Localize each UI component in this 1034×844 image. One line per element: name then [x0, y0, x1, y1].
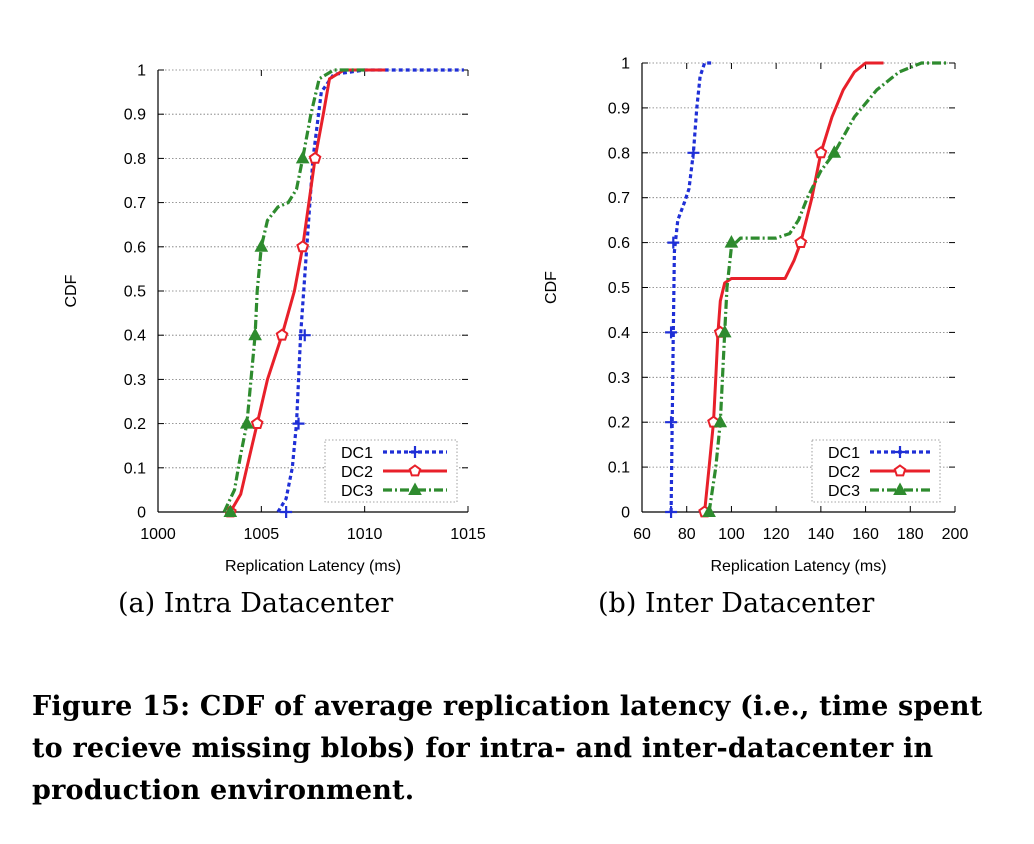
marker-dc3 [254, 239, 269, 252]
marker-dc1 [687, 146, 700, 159]
marker-dc3 [702, 504, 716, 517]
y-tick-label: 0.9 [124, 107, 146, 124]
x-tick-label: 1000 [140, 526, 176, 543]
legend-marker-dc1 [409, 446, 421, 458]
y-tick-label: 1 [137, 63, 146, 80]
marker-dc1 [665, 416, 678, 429]
marker-dc2 [296, 240, 310, 253]
y-tick-label: 0 [621, 505, 630, 522]
x-tick-label: 200 [942, 526, 969, 543]
y-tick-label: 0.3 [608, 370, 630, 387]
marker-dc1 [667, 236, 680, 249]
legend-label-dc1: DC1 [341, 445, 373, 462]
marker-dc3 [713, 414, 728, 428]
y-axis-label: CDF [63, 274, 80, 307]
figure-caption: Figure 15: CDF of average replication la… [32, 691, 983, 806]
y-axis-label: CDF [543, 271, 560, 304]
marker-dc3 [240, 416, 254, 429]
legend-label-dc3: DC3 [828, 483, 860, 500]
marker-dc2 [814, 146, 828, 159]
legend-marker-dc3 [893, 482, 907, 495]
y-tick-label: 1 [621, 56, 630, 73]
marker-dc2 [250, 416, 264, 429]
x-tick-label: 180 [897, 526, 924, 543]
subcaption-inter: (b) Inter Datacenter [598, 588, 875, 619]
x-tick-label: 80 [678, 526, 696, 543]
marker-dc1 [665, 326, 678, 339]
x-tick-label: 100 [718, 526, 745, 543]
legend-label-dc1: DC1 [828, 445, 860, 462]
y-tick-label: 0.4 [608, 325, 630, 342]
marker-dc3 [724, 235, 739, 248]
y-tick-label: 0.7 [608, 190, 630, 207]
x-tick-label: 60 [633, 526, 651, 543]
marker-dc1 [665, 506, 678, 518]
marker-dc3 [827, 145, 842, 158]
y-tick-label: 0.1 [608, 460, 630, 477]
legend: DC1 DC2 DC3 [811, 439, 941, 503]
marker-dc3 [295, 150, 310, 164]
legend-label-dc2: DC2 [341, 464, 373, 481]
y-tick-label: 0.2 [124, 416, 146, 433]
legend-marker-dc2 [408, 464, 422, 477]
legend-label-dc2: DC2 [828, 464, 860, 481]
y-tick-label: 0.5 [124, 284, 146, 301]
x-axis-label: Replication Latency (ms) [710, 558, 886, 575]
series-line-dc3 [707, 61, 947, 513]
y-tick-label: 0.4 [124, 328, 146, 345]
legend-label-dc3: DC3 [341, 483, 373, 500]
y-tick-label: 0.5 [608, 280, 630, 297]
x-tick-label: 1010 [347, 526, 383, 543]
legend-marker-dc2 [893, 464, 907, 477]
y-tick-label: 0.1 [124, 460, 146, 477]
subcaption-intra: (a) Intra Datacenter [118, 588, 394, 619]
y-tick-label: 0.6 [124, 239, 146, 256]
y-tick-label: 0.3 [124, 372, 146, 389]
x-axis-label: Replication Latency (ms) [225, 558, 401, 575]
legend-marker-dc1 [894, 446, 906, 458]
series-line-dc3 [222, 68, 365, 513]
marker-dc1 [292, 417, 305, 430]
y-tick-label: 0.7 [124, 195, 146, 212]
legend-marker-dc3 [408, 482, 422, 495]
x-tick-label: 1005 [244, 526, 280, 543]
marker-dc1 [298, 329, 311, 342]
x-tick-label: 120 [763, 526, 790, 543]
series-line-dc1 [669, 61, 714, 513]
marker-dc3 [717, 324, 732, 338]
legend: DC1 DC2 DC3 [324, 439, 458, 503]
y-tick-label: 0 [137, 505, 146, 522]
x-tick-label: 1015 [450, 526, 486, 543]
x-tick-label: 140 [808, 526, 835, 543]
chart-intra-datacenter: 0 0.1 0.2 0.3 0.4 0.5 0.6 0.7 0.8 0.9 1 1000 1005 101… [63, 63, 486, 576]
marker-dc1 [280, 506, 293, 518]
series-line-dc2 [229, 68, 386, 513]
y-tick-label: 0.9 [608, 100, 630, 117]
y-tick-label: 0.6 [608, 235, 630, 252]
marker-dc3 [223, 504, 238, 517]
series-line-dc2 [703, 61, 884, 513]
y-tick-label: 0.8 [124, 151, 146, 168]
y-tick-label: 0.8 [608, 145, 630, 162]
x-tick-label: 160 [852, 526, 879, 543]
marker-dc3 [248, 327, 262, 341]
marker-dc2 [794, 235, 808, 248]
marker-dc2 [275, 328, 289, 341]
marker-dc2 [308, 151, 322, 164]
y-tick-label: 0.2 [608, 415, 630, 432]
